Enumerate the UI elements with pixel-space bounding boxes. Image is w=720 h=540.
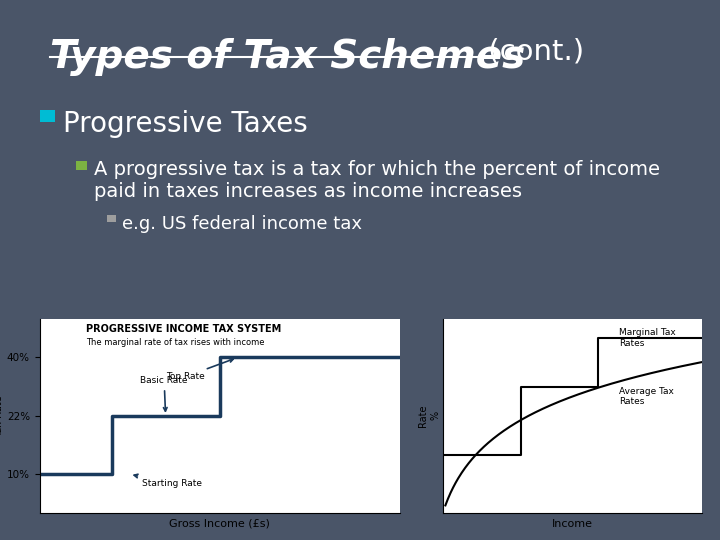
X-axis label: Income: Income <box>552 518 593 529</box>
Text: PROGRESSIVE INCOME TAX SYSTEM: PROGRESSIVE INCOME TAX SYSTEM <box>86 325 282 334</box>
Bar <box>76 161 87 170</box>
X-axis label: Gross Income (£s): Gross Income (£s) <box>169 518 270 529</box>
Text: e.g. US federal income tax: e.g. US federal income tax <box>122 215 362 233</box>
Text: Average Tax
Rates: Average Tax Rates <box>619 387 674 406</box>
Text: Top Rate: Top Rate <box>166 359 233 381</box>
Text: Basic Rate: Basic Rate <box>140 376 188 411</box>
Text: The marginal rate of tax rises with income: The marginal rate of tax rises with inco… <box>86 338 265 347</box>
Text: Progressive Taxes: Progressive Taxes <box>63 110 308 138</box>
Text: Marginal Tax
Rates: Marginal Tax Rates <box>619 328 676 348</box>
Text: Starting Rate: Starting Rate <box>134 474 202 488</box>
Text: Types of Tax Schemes: Types of Tax Schemes <box>50 38 526 76</box>
Text: (cont.): (cont.) <box>479 38 584 66</box>
Bar <box>40 110 55 122</box>
Text: A progressive tax is a tax for which the percent of income
paid in taxes increas: A progressive tax is a tax for which the… <box>94 160 660 201</box>
Y-axis label: Marginal
Tax Rate: Marginal Tax Rate <box>0 395 4 437</box>
Y-axis label: Rate
%: Rate % <box>418 404 440 427</box>
Bar <box>107 215 116 222</box>
